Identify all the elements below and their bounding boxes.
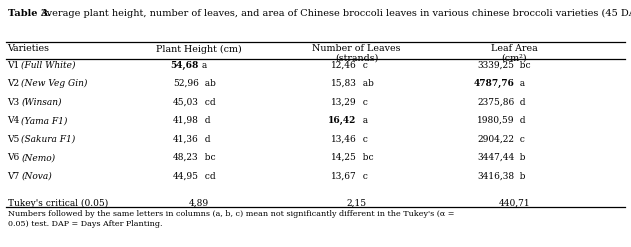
Text: a: a	[357, 116, 368, 125]
Text: 3416,38: 3416,38	[477, 172, 514, 181]
Text: bc: bc	[514, 61, 531, 69]
Text: c: c	[357, 135, 367, 144]
Text: a: a	[514, 79, 526, 88]
Text: b: b	[514, 153, 526, 162]
Text: c: c	[514, 135, 525, 144]
Text: ab: ab	[357, 79, 374, 88]
Text: Average plant height, number of leaves, and area of Chinese broccoli leaves in v: Average plant height, number of leaves, …	[40, 9, 631, 18]
Text: ab: ab	[199, 79, 216, 88]
Text: 4787,76: 4787,76	[473, 79, 514, 88]
Text: 4,89: 4,89	[189, 199, 209, 208]
Text: Leaf Area: Leaf Area	[491, 44, 538, 53]
Text: Numbers followed by the same letters in columns (a, b, c) mean not significantly: Numbers followed by the same letters in …	[8, 210, 454, 228]
Text: V5: V5	[8, 135, 23, 144]
Text: d: d	[514, 98, 526, 106]
Text: 12,46: 12,46	[331, 61, 357, 69]
Text: 54,68: 54,68	[170, 61, 199, 70]
Text: 13,29: 13,29	[331, 98, 357, 106]
Text: (Full White): (Full White)	[21, 61, 76, 69]
Text: bc: bc	[357, 153, 373, 162]
Text: (strands): (strands)	[335, 53, 378, 62]
Text: b: b	[514, 172, 526, 181]
Text: V2: V2	[8, 79, 23, 88]
Text: 2,15: 2,15	[346, 199, 367, 208]
Text: (Nemo): (Nemo)	[21, 153, 56, 162]
Text: Number of Leaves: Number of Leaves	[312, 44, 401, 53]
Text: (Sakura F1): (Sakura F1)	[21, 135, 76, 144]
Text: c: c	[357, 61, 367, 69]
Text: c: c	[357, 98, 367, 106]
Text: 3447,44: 3447,44	[477, 153, 514, 162]
Text: 2904,22: 2904,22	[477, 135, 514, 144]
Text: 13,67: 13,67	[331, 172, 357, 181]
Text: d: d	[199, 116, 210, 125]
Text: bc: bc	[199, 153, 215, 162]
Text: cd: cd	[199, 172, 215, 181]
Text: V7: V7	[8, 172, 23, 181]
Text: (cm²): (cm²)	[502, 53, 527, 62]
Text: Table 3.: Table 3.	[8, 9, 50, 18]
Text: Tukey's critical (0.05): Tukey's critical (0.05)	[8, 199, 108, 208]
Text: 1980,59: 1980,59	[477, 116, 514, 125]
Text: 45,03: 45,03	[173, 98, 199, 106]
Text: 3339,25: 3339,25	[477, 61, 514, 69]
Text: 16,42: 16,42	[328, 116, 357, 125]
Text: 440,71: 440,71	[498, 199, 530, 208]
Text: cd: cd	[199, 98, 215, 106]
Text: V6: V6	[8, 153, 23, 162]
Text: 41,98: 41,98	[173, 116, 199, 125]
Text: 48,23: 48,23	[173, 153, 199, 162]
Text: (Yama F1): (Yama F1)	[21, 116, 68, 125]
Text: 2375,86: 2375,86	[477, 98, 514, 106]
Text: 41,36: 41,36	[173, 135, 199, 144]
Text: c: c	[357, 172, 367, 181]
Text: (Winsan): (Winsan)	[21, 98, 62, 106]
Text: d: d	[514, 116, 526, 125]
Text: Varieties: Varieties	[8, 44, 50, 53]
Text: 15,83: 15,83	[331, 79, 357, 88]
Text: a: a	[199, 61, 207, 69]
Text: d: d	[199, 135, 210, 144]
Text: 13,46: 13,46	[331, 135, 357, 144]
Text: V4: V4	[8, 116, 23, 125]
Text: V1: V1	[8, 61, 23, 69]
Text: V3: V3	[8, 98, 23, 106]
Text: Plant Height (cm): Plant Height (cm)	[156, 44, 242, 54]
Text: 14,25: 14,25	[331, 153, 357, 162]
Text: 44,95: 44,95	[173, 172, 199, 181]
Text: (New Veg Gin): (New Veg Gin)	[21, 79, 88, 88]
Text: 52,96: 52,96	[173, 79, 199, 88]
Text: (Nova): (Nova)	[21, 172, 52, 181]
